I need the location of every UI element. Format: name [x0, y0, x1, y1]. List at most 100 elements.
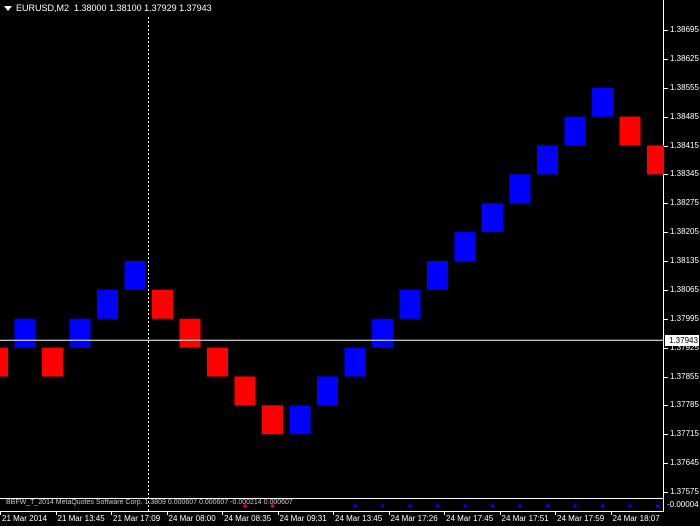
price-tick-label: 1.38485: [670, 111, 699, 121]
price-tick-label: 1.37995: [670, 313, 699, 323]
indicator-dot-up: [408, 504, 412, 508]
symbol-label: EURUSD,M2: [16, 3, 70, 13]
price-tick-label: 1.37925: [670, 342, 699, 352]
indicator-dot-up: [353, 504, 357, 508]
renko-brick-up: [482, 203, 503, 233]
renko-brick-up: [427, 261, 448, 290]
time-tick-label: 24 Mar 17:59: [557, 514, 605, 523]
time-tick-mark: [55, 512, 57, 515]
indicator-dot-up: [573, 504, 577, 508]
time-axis: 21 Mar 2014 21 Mar 13:45 21 Mar 17:09 24 Ma…: [0, 511, 664, 526]
time-tick-mark: [277, 512, 279, 515]
price-tick-label: 1.37855: [670, 371, 699, 381]
price-tick-label: 1.38695: [670, 25, 699, 34]
time-tick-label: 24 Mar 17:51: [501, 514, 549, 523]
dropdown-triangle-icon[interactable]: [4, 6, 12, 12]
time-tick-mark: [555, 512, 556, 515]
time-tick-label: 24 Mar 09:31: [279, 514, 327, 523]
price-tick-mark: [664, 318, 668, 320]
renko-brick-up: [592, 87, 613, 117]
price-tick-label: 1.38135: [670, 256, 699, 265]
renko-brick-down: [0, 347, 8, 377]
price-tick-label: 1.38345: [670, 169, 699, 179]
time-tick-mark: [444, 512, 445, 515]
price-tick-label: 1.37645: [670, 458, 699, 468]
price-tick-mark: [664, 30, 668, 31]
renko-brick-up: [124, 261, 146, 290]
renko-brick-up: [372, 318, 393, 348]
price-tick-mark: [664, 492, 668, 493]
time-tick-label: 21 Mar 2014: [2, 514, 47, 523]
time-tick-mark: [388, 512, 390, 515]
price-tick-mark: [664, 87, 668, 89]
price-tick-label: 1.38555: [670, 82, 699, 92]
price-tick-mark: [664, 116, 668, 118]
time-tick-label: 24 Mar 17:45: [446, 514, 494, 523]
indicator-label: BBFW_T_2014 MetaQuotes Software Corp. 1.…: [6, 499, 293, 506]
indicator-dot-up: [463, 504, 467, 508]
renko-brick-up: [69, 318, 91, 348]
price-tick-mark: [664, 145, 668, 147]
indicator-dot-up: [655, 504, 660, 508]
price-tick-label: 1.37715: [670, 429, 699, 439]
renko-brick-up: [454, 232, 476, 261]
price-tick-mark: [664, 58, 668, 60]
time-tick-mark: [166, 512, 168, 515]
price-tick-mark: [664, 347, 668, 349]
time-tick-label: 24 Mar 13:45: [335, 514, 383, 523]
indicator-axis-value: -0.00004: [667, 500, 699, 509]
renko-brick-up: [344, 347, 366, 377]
renko-brick-down: [647, 145, 664, 175]
price-tick-label: 1.38065: [670, 284, 699, 294]
time-tick-label: 24 Mar 08:00: [168, 514, 216, 523]
price-tick-mark: [664, 405, 668, 407]
time-tick-mark: [333, 512, 334, 515]
renko-brick-up: [14, 318, 36, 348]
ohlc-values: 1.38000 1.38100 1.37929 1.37943: [74, 3, 212, 13]
renko-brick-up: [317, 376, 338, 406]
price-tick-label: 1.38275: [670, 198, 699, 208]
renko-brick-down: [234, 376, 256, 406]
time-tick-label: 24 Mar 17:26: [390, 514, 438, 523]
price-tick-mark: [664, 376, 668, 378]
indicator-dot-up: [435, 504, 440, 508]
price-tick-mark: [664, 232, 668, 234]
indicator-dot-up: [600, 504, 605, 508]
indicator-dot-up: [628, 504, 632, 508]
renko-brick-up: [289, 405, 311, 435]
time-tick-label: 24 Mar 08:35: [224, 514, 272, 523]
price-tick-label: 1.38205: [670, 227, 699, 237]
time-tick-label: 24 Mar 18:07: [612, 514, 660, 523]
renko-brick-up: [537, 145, 558, 175]
renko-brick-up: [509, 174, 531, 204]
price-tick-mark: [664, 203, 668, 205]
renko-brick-down: [619, 116, 641, 146]
indicator-panel[interactable]: [0, 499, 664, 511]
time-tick-mark: [610, 512, 612, 515]
time-tick-mark: [0, 512, 1, 515]
indicator-name: BBFW_T_2014 MetaQuotes Software Corp.: [6, 499, 143, 506]
renko-brick-down: [152, 289, 173, 319]
renko-brick-down: [262, 405, 283, 435]
time-tick-mark: [222, 512, 223, 515]
current-price-label: 1.37943: [665, 335, 699, 346]
chart-area[interactable]: [0, 0, 664, 499]
price-tick-label: 1.38415: [670, 140, 699, 150]
price-tick-mark: [664, 261, 668, 262]
price-tick-mark: [664, 174, 668, 176]
indicator-dot-up: [490, 504, 495, 508]
indicator-dot-up: [545, 504, 550, 508]
renko-brick-down: [42, 347, 63, 377]
price-tick-mark: [664, 289, 668, 291]
indicator-dot-down: [270, 504, 275, 508]
price-tick-label: 1.37785: [670, 400, 699, 410]
renko-brick-up: [97, 289, 118, 319]
price-tick-label: 1.37575: [670, 487, 699, 496]
time-tick-label: 21 Mar 17:09: [113, 514, 161, 523]
indicator-values: 1.3809 0.000607 0.000607 -0.000214 0.000…: [144, 499, 293, 506]
indicator-dot-up: [518, 504, 522, 508]
chart-header: EURUSD,M2 1.38000 1.38100 1.37929 1.3794…: [4, 3, 212, 13]
indicator-dot-up: [380, 504, 385, 508]
renko-brick-down: [179, 318, 201, 348]
price-tick-mark: [664, 463, 668, 465]
